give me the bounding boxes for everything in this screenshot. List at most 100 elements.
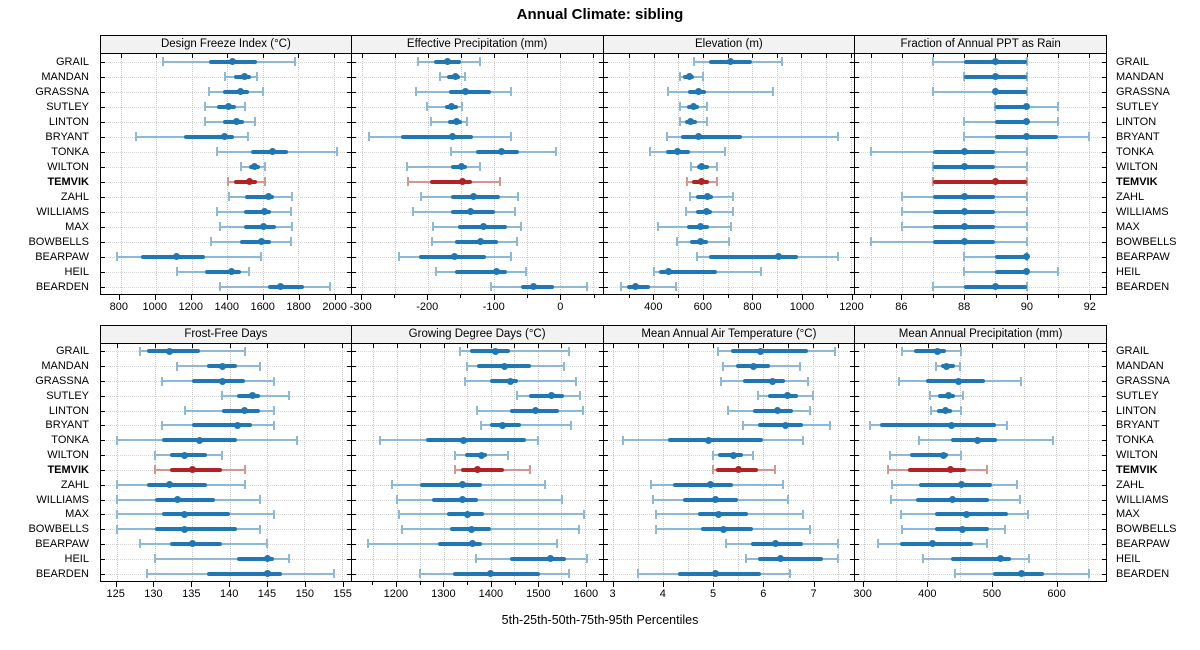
median-dot (991, 178, 999, 185)
whisker-cap (434, 267, 437, 276)
whisker-cap (574, 376, 577, 386)
whisker-cap (705, 102, 708, 111)
row-tick (598, 455, 603, 457)
iqr-bar (758, 556, 823, 561)
median-dot (224, 103, 232, 110)
row-tick (351, 410, 356, 412)
whisker-cap (420, 192, 423, 201)
axis-tick (813, 582, 815, 587)
whisker-cap (248, 267, 251, 276)
axis-tick (490, 582, 492, 587)
whisker-cap (900, 222, 903, 231)
whisker-cap (834, 346, 837, 356)
median-dot (467, 208, 475, 215)
gridline-v (333, 54, 335, 294)
axis-tick (752, 295, 754, 300)
whisker-cap (809, 406, 812, 416)
station-label-williams: WILLIAMS (36, 205, 89, 218)
whisker-cap (1019, 376, 1022, 386)
panel-growing-degree-days-c: Growing Degree Days (°C) 1200 1300 1400 1500… (350, 325, 604, 602)
median-dot (771, 540, 779, 548)
gridline-v (727, 54, 729, 294)
gridline-v (227, 54, 229, 294)
row-tick (603, 499, 608, 501)
whisker-cap (153, 465, 156, 475)
row-tick (850, 529, 855, 531)
gridline-h (855, 351, 1106, 353)
iqr-bar (680, 134, 743, 139)
median-dot (757, 347, 765, 355)
row-tick (101, 241, 105, 243)
whisker-cap (960, 450, 963, 460)
row-tick (101, 469, 105, 471)
top-tick (653, 54, 655, 58)
whisker-cap (774, 465, 777, 475)
panel-row-top: Design Freeze Index (°C) 800 1000 1200 1400 1… (100, 35, 1107, 315)
row-tick (850, 241, 855, 243)
axis-tick (118, 295, 120, 300)
panel-fraction-of-annual-ppt-as-rain: Fraction of Annual PPT as Rain 86 88 90 92 (854, 35, 1107, 315)
gridline-v (493, 54, 495, 294)
axis-tick-label: 2000 (322, 301, 347, 313)
gridline-v (959, 344, 961, 581)
row-tick (855, 241, 860, 243)
iqr-bar (951, 556, 1012, 561)
axis-tick-label: 86 (895, 301, 908, 313)
axis-minor-tick (527, 295, 528, 298)
row-tick (1102, 211, 1106, 213)
panel-box: Mean Annual Air Temperature (°C) (602, 325, 856, 582)
row-tick (1102, 61, 1106, 63)
gridline-v (1088, 54, 1090, 294)
median-dot (962, 510, 970, 518)
whisker-cap (273, 420, 276, 430)
whisker-cap (724, 147, 727, 156)
row-tick (598, 543, 603, 545)
top-tick (229, 344, 231, 348)
row-tick (1102, 381, 1106, 383)
row-tick (603, 484, 608, 486)
gridline-h (603, 166, 855, 168)
axis-tick (713, 582, 715, 587)
median-dot (726, 58, 734, 65)
station-labels-left-bottom: GRAIL MANDAN GRASSNA SUTLEY LINTON BRYANT TONK… (0, 344, 96, 581)
top-tick (460, 54, 462, 58)
top-tick (490, 344, 492, 348)
row-tick (351, 256, 356, 258)
panel-box: Elevation (m) (602, 35, 856, 295)
row-tick (603, 286, 608, 288)
whisker-cap (562, 361, 565, 371)
whisker-cap (215, 207, 218, 216)
median-dot (712, 496, 720, 504)
top-tick (959, 344, 961, 348)
whisker-cap (183, 406, 186, 416)
row-tick (101, 573, 105, 575)
whisker-cap (656, 222, 659, 231)
top-tick (895, 344, 897, 348)
median-dot (233, 421, 241, 429)
gridline-v (592, 54, 594, 294)
whisker-cap (412, 207, 415, 216)
axis-tick-label: 6 (760, 588, 767, 600)
gridline-v (561, 344, 563, 581)
row-tick (1102, 499, 1106, 501)
row-tick (603, 196, 608, 198)
whisker-cap (583, 509, 586, 519)
station-label-bryant: BRYANT (1116, 419, 1160, 432)
median-dot (697, 223, 705, 230)
row-tick (598, 226, 603, 228)
row-tick (850, 558, 855, 560)
gridline-h (603, 76, 855, 78)
gridline-v (229, 344, 231, 581)
whisker-cap (425, 102, 428, 111)
whisker-cap (963, 132, 966, 141)
panel-x-axis: 300 400 500 600 (853, 582, 1107, 602)
median-dot (221, 133, 229, 140)
median-dot (188, 540, 196, 548)
axis-tick-label: 1300 (431, 588, 456, 600)
whisker-cap (752, 450, 755, 460)
row-tick (351, 166, 356, 168)
whisker-cap (528, 465, 531, 475)
iqr-bar (908, 467, 967, 472)
row-tick (850, 181, 855, 183)
gridline-h (101, 166, 351, 168)
